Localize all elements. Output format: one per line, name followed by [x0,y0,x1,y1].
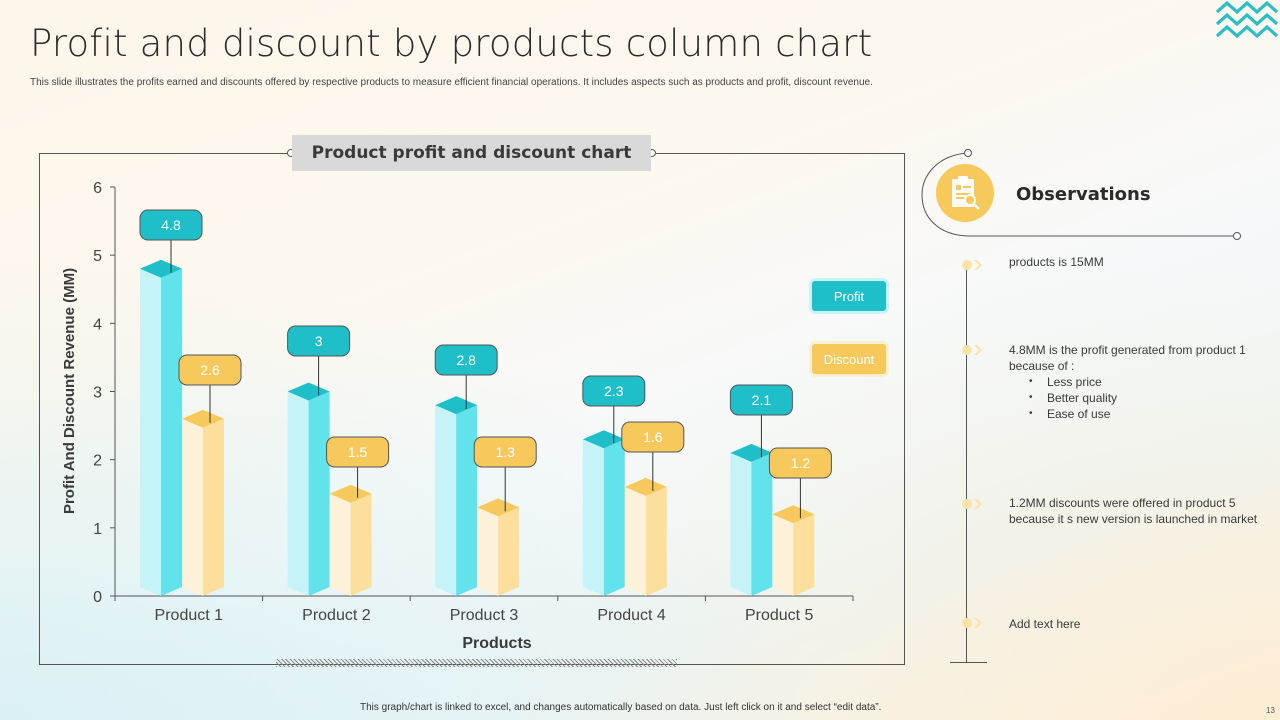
data-label-value: 1.5 [348,444,368,460]
y-tick-label: 2 [93,453,102,470]
column-chart[interactable]: 0 1 2 3 4 5 6 Product 1 Product 2 Product 3 Produc… [0,0,910,670]
data-label [326,436,390,468]
observations-arc-decoration [921,149,1241,240]
timeline-marker-icon [962,499,982,509]
data-label [434,344,498,376]
data-label-value: 3 [315,333,323,349]
observation-placeholder-text[interactable]: Add text here [1009,617,1081,631]
data-label-value: 2.3 [604,383,624,399]
slide-number: 13 [1266,706,1275,715]
x-tick-label: Product 1 [155,607,224,624]
clipboard-search-icon [952,176,980,210]
timeline-marker-icon [962,345,982,355]
zigzag-waves-icon [1215,0,1279,39]
data-label-value: 2.8 [456,352,476,368]
bar[interactable] [582,430,625,596]
observation-text: products is 15MM [1009,255,1104,269]
footer-note: This graph/chart is linked to excel, and… [360,702,882,713]
observations-title: Observations [1016,184,1151,205]
x-tick-label: Product 5 [745,607,814,624]
y-tick-label: 5 [93,248,102,265]
data-label [139,209,203,241]
data-label-value: 2.6 [200,362,220,378]
x-axis-title: Products [462,635,531,652]
bullet-item: Ease of use [1029,406,1264,422]
bullet-item: Better quality [1029,390,1264,406]
data-label [621,421,685,453]
chart-frame-hatch-decoration [276,659,677,667]
legend-profit[interactable]: Profit [812,281,886,311]
data-label-value: 1.6 [643,429,663,445]
data-label-value: 1.3 [495,444,515,460]
data-label-value: 4.8 [161,217,181,233]
data-label [473,436,537,468]
y-tick-label: 4 [93,316,102,333]
bar[interactable] [730,443,773,596]
y-tick-label: 0 [93,589,102,606]
bar[interactable] [287,382,330,597]
timeline-line [966,265,967,662]
timeline-marker-icon [962,260,982,270]
bar[interactable] [435,396,478,596]
observation-item-1: products is 15MM [1009,254,1264,270]
chart-title: Product profit and discount chart [292,135,651,171]
observation-bullets: Less price Better quality Ease of use [1009,374,1264,422]
observation-item-2: 4.8MM is the profit generated from produ… [1009,342,1264,422]
observation-item-3: 1.2MM discounts were offered in product … [1009,495,1264,527]
observation-item-4[interactable]: Add text here [1009,616,1264,632]
y-tick-label: 1 [93,521,102,538]
page-subtitle: This slide illustrates the profits earne… [30,77,873,88]
bar[interactable] [329,484,372,596]
bar[interactable] [140,259,182,596]
data-label [729,384,793,416]
x-tick-label: Product 4 [597,607,666,624]
y-axis-title: Profit And Discount Revenue (MM) [61,268,78,514]
observation-text: 1.2MM discounts were offered in product … [1009,496,1258,526]
data-label [582,375,646,407]
timeline-base [950,662,987,663]
page-title: Profit and discount by products column c… [30,22,873,65]
data-label-value: 1.2 [791,455,811,471]
timeline-marker-icon [962,618,982,628]
data-label [287,325,351,357]
y-tick-label: 6 [93,180,102,197]
bar[interactable] [624,477,667,596]
bar[interactable] [477,498,520,596]
x-tick-label: Product 3 [450,607,519,624]
bar[interactable] [182,409,224,596]
legend-discount[interactable]: Discount [812,344,886,374]
x-tick-label: Product 2 [302,607,371,624]
legend-discount-label: Discount [823,351,875,367]
legend-profit-label: Profit [833,288,865,304]
y-tick-label: 3 [93,385,102,402]
bar[interactable] [772,505,815,596]
observation-text: 4.8MM is the profit generated from produ… [1009,343,1246,373]
data-label-value: 2.1 [752,392,772,408]
data-label [768,447,832,479]
observations-badge [936,164,994,222]
bullet-item: Less price [1029,374,1264,390]
data-label [178,354,242,386]
